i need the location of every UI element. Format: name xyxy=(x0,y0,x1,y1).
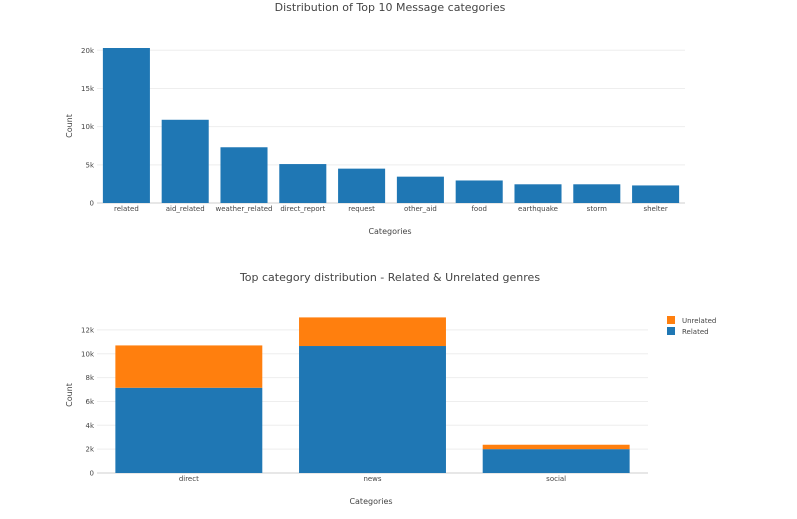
chart1-x-axis-title: Categories xyxy=(368,227,411,236)
chart1-x-tick-label: earthquake xyxy=(518,205,558,213)
chart2-legend: Unrelated Related xyxy=(667,316,716,336)
chart2-y-tick-label: 8k xyxy=(85,374,94,382)
chart2-x-tick-label: direct xyxy=(179,475,199,483)
bar-shelter xyxy=(632,185,680,203)
chart2-x-axis-title: Categories xyxy=(349,497,392,506)
chart1-x-tick-label: related xyxy=(114,205,139,213)
chart1-y-ticks: 0 5k 10k 15k 20k xyxy=(81,47,95,208)
chart2-bars xyxy=(115,317,630,473)
bar-direct-unrelated xyxy=(115,345,263,388)
legend-swatch-related xyxy=(667,327,675,335)
chart1-x-tick-label: food xyxy=(471,205,486,213)
chart1-y-axis-title: Count xyxy=(65,114,74,138)
related-unrelated-chart: Top category distribution - Related & Un… xyxy=(65,271,716,506)
legend-label-related: Related xyxy=(682,328,709,336)
chart1-x-tick-label: storm xyxy=(587,205,607,213)
chart2-y-ticks: 0 2k 4k 6k 8k 10k 12k xyxy=(81,326,95,477)
chart1-x-tick-label: aid_related xyxy=(166,205,205,213)
bar-storm xyxy=(573,184,621,203)
chart2-x-tick-label: news xyxy=(363,475,381,483)
bar-request xyxy=(338,168,386,203)
chart1-y-tick-label: 0 xyxy=(90,200,94,208)
bar-direct-related xyxy=(115,387,263,473)
chart1-bars xyxy=(102,48,680,203)
bar-direct-report xyxy=(279,164,327,203)
bar-news-related xyxy=(299,346,446,473)
legend-swatch-unrelated xyxy=(667,316,675,324)
chart2-y-tick-label: 4k xyxy=(85,422,94,430)
chart2-y-tick-label: 2k xyxy=(85,446,94,454)
bar-other-aid xyxy=(396,176,444,203)
chart2-title: Top category distribution - Related & Un… xyxy=(239,271,540,284)
legend-label-unrelated: Unrelated xyxy=(682,317,716,325)
bar-weather-related xyxy=(220,147,268,203)
bar-social-unrelated xyxy=(482,444,630,450)
chart2-y-tick-label: 10k xyxy=(81,350,95,358)
chart1-x-tick-label: other_aid xyxy=(404,205,437,213)
chart1-x-tick-label: weather_related xyxy=(216,205,273,213)
chart1-y-tick-label: 20k xyxy=(81,47,95,55)
chart2-x-ticks: direct news social xyxy=(179,475,566,483)
chart2-y-tick-label: 0 xyxy=(90,470,94,478)
top10-categories-chart: Distribution of Top 10 Message categorie… xyxy=(65,1,685,236)
bar-food xyxy=(455,180,503,203)
chart1-x-tick-label: shelter xyxy=(643,205,667,213)
chart2-y-tick-label: 12k xyxy=(81,326,95,334)
chart2-y-axis-title: Count xyxy=(65,383,74,407)
bar-social-related xyxy=(482,449,630,473)
chart1-y-tick-label: 15k xyxy=(81,85,95,93)
bar-news-unrelated xyxy=(299,317,446,347)
bar-aid-related xyxy=(161,119,209,203)
chart1-y-tick-label: 10k xyxy=(81,123,95,131)
chart1-x-ticks: related aid_related weather_related direct_… xyxy=(114,205,668,213)
chart1-y-tick-label: 5k xyxy=(85,161,94,169)
chart1-x-tick-label: request xyxy=(348,205,375,213)
bar-earthquake xyxy=(514,184,562,203)
bar-related xyxy=(102,48,150,203)
chart2-x-tick-label: social xyxy=(546,475,566,483)
chart2-y-tick-label: 6k xyxy=(85,398,94,406)
chart1-x-tick-label: direct_report xyxy=(280,205,325,213)
chart1-title: Distribution of Top 10 Message categorie… xyxy=(275,1,506,14)
